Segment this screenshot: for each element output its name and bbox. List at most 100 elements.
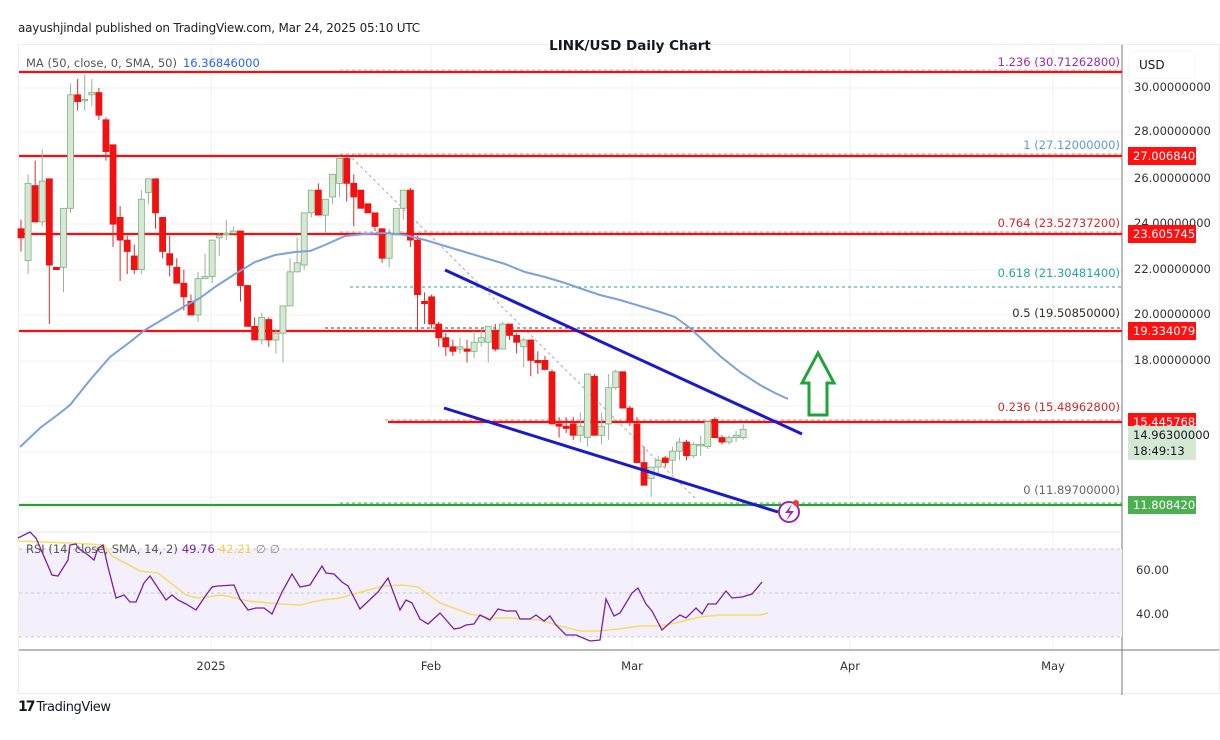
tradingview-logo-icon: 17 (18, 699, 36, 715)
candle (187, 294, 195, 316)
candle-body (676, 441, 683, 452)
candle-body (598, 425, 605, 436)
candle-body (314, 189, 322, 216)
candle-body (704, 421, 712, 448)
rsi-legend-value: 49.76 (181, 542, 215, 556)
candle (371, 212, 379, 232)
ma-legend[interactable]: MA (50, close, 0, SMA, 50) 16.36846000 (26, 56, 260, 70)
candle (442, 333, 450, 356)
rsi-legend[interactable]: RSI (14, close, SMA, 14, 2) 49.76 42.21 ∅ ∅ (26, 542, 280, 556)
candle-body (683, 441, 690, 457)
candle-body (201, 276, 209, 280)
candle (626, 405, 634, 427)
candle-body (187, 300, 195, 316)
candle-body (38, 180, 46, 223)
candle (541, 355, 549, 370)
candle-body (718, 437, 726, 443)
fibonacci-level-label: 0.764 (23.52737200) (997, 216, 1120, 230)
candle (697, 435, 705, 456)
candle (152, 178, 159, 229)
candle-body (470, 341, 478, 352)
candle (711, 417, 719, 438)
up-arrow-icon (799, 349, 837, 417)
candle (668, 446, 676, 474)
candle (24, 174, 32, 275)
lightning-dot (793, 500, 799, 506)
candle (314, 183, 322, 216)
candle-body (406, 189, 414, 241)
candle (435, 321, 443, 347)
candle (477, 328, 485, 347)
candle-body (449, 346, 457, 352)
candle (491, 324, 499, 352)
fibonacci-level-label: 0.236 (15.48962800) (997, 400, 1120, 414)
rsi-legend-extra-1: ∅ (255, 542, 266, 556)
candle (676, 437, 683, 461)
candle-body (385, 232, 393, 259)
candle (201, 253, 209, 280)
candle-body (123, 239, 131, 252)
time-tick-label: 2025 (196, 659, 226, 673)
candle (53, 266, 60, 270)
candle-body (81, 98, 89, 102)
candle-body (612, 371, 620, 389)
candle (74, 78, 82, 111)
candle (137, 190, 145, 275)
candle-body (265, 319, 273, 341)
candle-body (392, 207, 400, 234)
candle-body (251, 325, 259, 341)
candle (612, 369, 620, 390)
candle-body (633, 423, 641, 463)
candle-body (258, 316, 266, 341)
candle-body (322, 198, 329, 216)
candle (265, 317, 273, 347)
candle (527, 339, 535, 377)
candle (258, 312, 266, 345)
candle-body (173, 266, 181, 284)
candle (725, 435, 733, 445)
candle-body (477, 337, 485, 343)
candle (88, 78, 96, 107)
candle-body (491, 330, 499, 350)
candle (690, 442, 697, 459)
candle (484, 325, 492, 363)
candle (704, 421, 712, 449)
candle (17, 219, 25, 252)
price-level-tag: 11.80842002 (1128, 496, 1210, 514)
rsi-line (17, 531, 763, 642)
candle (499, 321, 506, 350)
rsi-tick-label: 40.00 (1136, 607, 1169, 621)
candle (31, 160, 39, 223)
candle (718, 435, 726, 445)
candle-body (74, 94, 82, 103)
candle (336, 156, 344, 197)
candle-body (279, 305, 287, 334)
candle-body (435, 323, 443, 339)
candle (470, 330, 478, 359)
price-tick-label: 20.00000000 (1134, 307, 1211, 321)
publisher-caption: aayushjindal published on TradingView.co… (18, 21, 420, 35)
currency-button[interactable]: USD (1129, 52, 1195, 78)
candle (286, 258, 294, 307)
candle (456, 337, 464, 354)
candle-body (378, 228, 386, 259)
candle-body (300, 212, 308, 266)
candle-body (513, 335, 520, 343)
candle (293, 237, 301, 273)
candle (683, 439, 690, 461)
rsi-legend-extra-2: ∅ (269, 542, 280, 556)
candle (584, 373, 591, 447)
tradingview-brand[interactable]: 17 TradingView (18, 699, 111, 715)
candle-body (428, 296, 436, 325)
candle-body (626, 407, 634, 423)
candle-body (293, 262, 301, 273)
candle-body (591, 375, 598, 436)
candle (81, 74, 89, 111)
candle (208, 239, 216, 284)
candle (598, 412, 605, 445)
candle-body (506, 323, 513, 336)
candle-body (484, 325, 492, 343)
lightning-bolt (785, 504, 794, 521)
candle-body (244, 285, 251, 327)
